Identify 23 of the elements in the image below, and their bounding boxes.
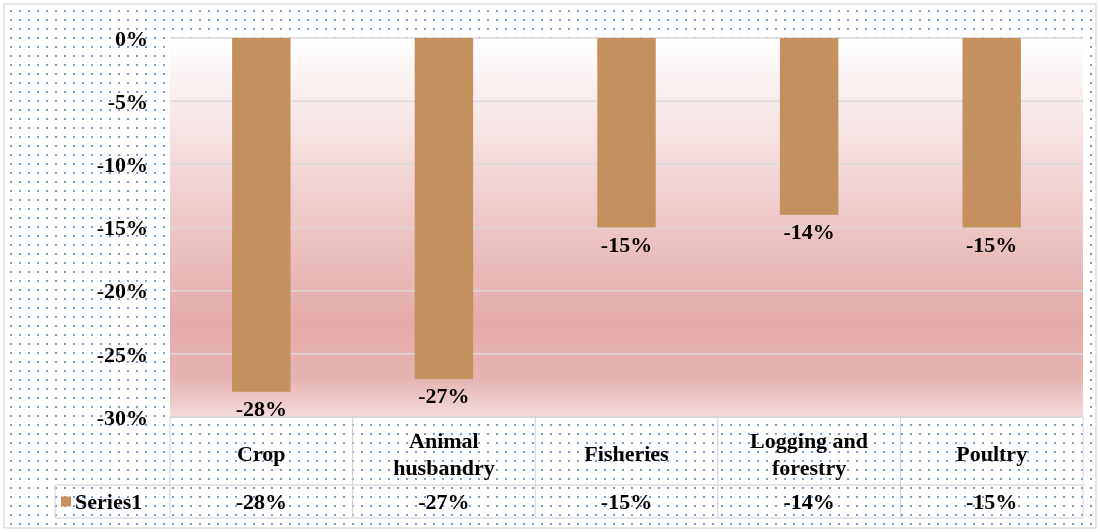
y-tick-label: -25%: [96, 341, 148, 367]
data-label: -14%: [783, 489, 835, 515]
x-tick-label: Crop: [237, 440, 286, 466]
data-label: -27%: [418, 489, 470, 515]
text: -28%: [235, 395, 287, 421]
x-tick-label: Fisheries: [584, 440, 670, 466]
data-label: -15%: [966, 489, 1018, 515]
text: -15%: [966, 231, 1018, 257]
data-label: -15%: [600, 489, 653, 515]
y-tick-label: -15%: [96, 215, 148, 241]
y-tick-label: -30%: [96, 404, 148, 430]
y-tick-label: -5%: [107, 88, 148, 114]
text: -27%: [418, 383, 470, 409]
x-tick-label: Animal husbandry: [393, 427, 495, 480]
x-tick-label: Poultry: [956, 440, 1028, 466]
text: -14%: [783, 218, 835, 244]
text: -15%: [600, 231, 653, 257]
x-tick-label: Logging and forestry: [750, 427, 869, 480]
data-label: -28%: [235, 489, 287, 515]
legend-label: Series1: [75, 489, 143, 515]
y-tick-label: -20%: [96, 278, 148, 304]
y-tick-label: 0%: [115, 25, 148, 51]
y-tick-label: -10%: [96, 152, 148, 178]
